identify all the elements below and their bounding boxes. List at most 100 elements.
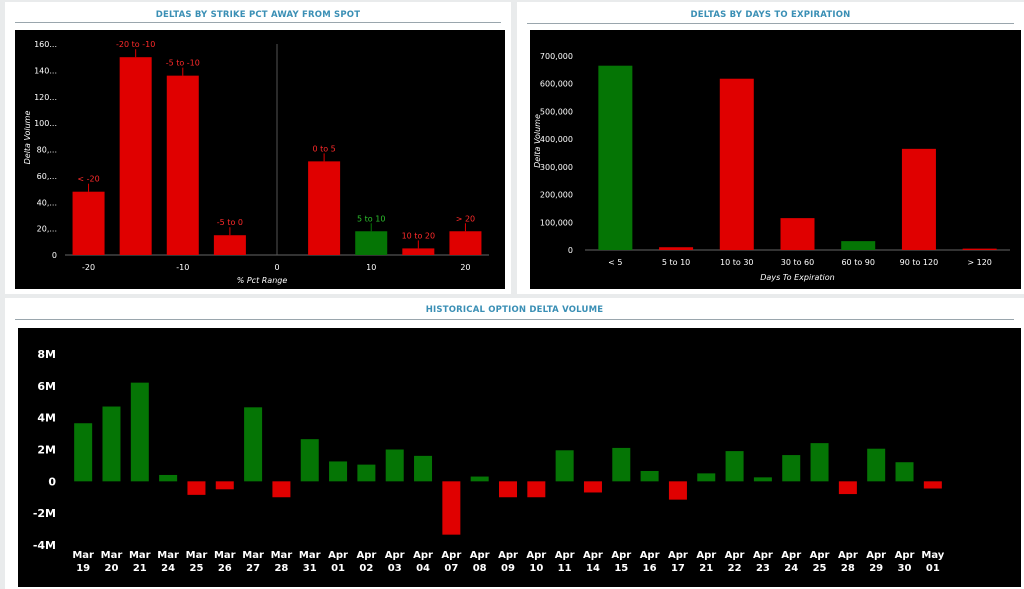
bar xyxy=(867,448,886,482)
title-rule xyxy=(527,23,1014,24)
x-tick-label: -20 xyxy=(82,263,95,272)
x-tick-day: 01 xyxy=(926,563,940,574)
x-tick-label: 90 to 120 xyxy=(900,258,939,267)
bar xyxy=(102,406,121,482)
bar xyxy=(470,476,489,482)
x-tick-label: 0 xyxy=(274,263,279,272)
x-tick-month: Apr xyxy=(526,550,546,561)
title-rule xyxy=(15,22,501,23)
bar xyxy=(841,241,876,250)
expiry-chart-svg: 0 100,000 200,000 300,000 400,000 500,000 600,… xyxy=(533,52,1010,282)
x-tick-day: 10 xyxy=(529,563,543,574)
bar xyxy=(119,57,152,255)
x-tick-day: 21 xyxy=(699,563,713,574)
bar-data-label: -5 to 0 xyxy=(217,218,243,227)
bar xyxy=(166,75,199,256)
y-tick-label: -2M xyxy=(33,507,56,520)
bar xyxy=(213,235,246,255)
bar xyxy=(753,477,772,482)
y-tick-label: 0 xyxy=(48,475,56,488)
x-tick-month: Apr xyxy=(668,550,688,561)
x-tick-month: Apr xyxy=(810,550,830,561)
y-tick-label: 20,... xyxy=(37,225,57,234)
bar xyxy=(810,443,829,482)
x-tick-day: 19 xyxy=(76,563,90,574)
bar-data-label: > 20 xyxy=(456,214,475,223)
x-tick-month: Apr xyxy=(640,550,660,561)
x-tick-label: 5 to 10 xyxy=(662,258,690,267)
x-tick-month: Mar xyxy=(186,550,208,561)
x-tick-month: Mar xyxy=(214,550,236,561)
x-tick-month: Apr xyxy=(498,550,518,561)
bar xyxy=(442,481,461,535)
bar-data-label: 5 to 10 xyxy=(357,214,385,223)
y-tick-label: 80,... xyxy=(37,146,57,155)
x-tick-day: 27 xyxy=(246,563,260,574)
x-tick-day: 02 xyxy=(359,563,373,574)
panel-title-strike: DELTAS BY STRIKE PCT AWAY FROM SPOT xyxy=(155,10,361,20)
x-tick-day: 25 xyxy=(189,563,203,574)
y-tick-label: 100,000 xyxy=(540,218,573,227)
bar xyxy=(555,450,574,482)
bar xyxy=(72,191,105,255)
bar xyxy=(527,481,546,498)
bar xyxy=(355,231,388,255)
x-tick-month: Mar xyxy=(72,550,94,561)
bar xyxy=(838,481,857,495)
bar xyxy=(402,248,435,255)
expiry-chart: 0 100,000 200,000 300,000 400,000 500,000 600,… xyxy=(530,30,1021,289)
x-tick-month: Apr xyxy=(328,550,348,561)
bar xyxy=(159,474,178,482)
x-tick-day: 24 xyxy=(161,563,175,574)
y-tick-label: 4M xyxy=(37,412,56,425)
x-tick-label: 20 xyxy=(460,263,470,272)
panel-title-expiry: DELTAS BY DAYS TO EXPIRATION xyxy=(690,10,851,20)
x-tick-day: 17 xyxy=(671,563,685,574)
x-tick-day: 01 xyxy=(331,563,345,574)
bar-data-label: -5 to -10 xyxy=(166,59,200,68)
bar xyxy=(215,481,234,490)
x-tick-month: Apr xyxy=(356,550,376,561)
x-tick-day: 26 xyxy=(218,563,232,574)
x-tick-day: 09 xyxy=(501,563,515,574)
bar xyxy=(598,65,633,250)
bar xyxy=(499,481,517,498)
bar xyxy=(697,473,716,482)
x-tick-label: < 5 xyxy=(608,258,622,267)
x-tick-month: Mar xyxy=(101,550,123,561)
strike-chart-svg: 0 20,... 40,... 60,... 80,... 100... 120... 140… xyxy=(23,40,489,285)
x-tick-month: Apr xyxy=(583,550,603,561)
bar xyxy=(329,461,348,482)
bar-data-label: < -20 xyxy=(77,175,99,184)
x-tick-label: > 120 xyxy=(967,258,992,267)
x-tick-month: Apr xyxy=(753,550,773,561)
x-tick-day: 24 xyxy=(784,563,798,574)
y-axis-label: Delta Volume xyxy=(23,111,32,165)
bar xyxy=(659,247,694,250)
y-tick-label: 60,... xyxy=(37,172,57,181)
y-tick-label: 0 xyxy=(568,246,573,255)
x-tick-month: Mar xyxy=(299,550,321,561)
x-tick-day: 08 xyxy=(473,563,487,574)
x-tick-month: May xyxy=(921,550,944,561)
bar xyxy=(449,231,482,255)
bar xyxy=(74,423,93,482)
x-tick-month: Apr xyxy=(781,550,801,561)
x-tick-day: 15 xyxy=(614,563,628,574)
bar-data-label: -20 to -10 xyxy=(116,40,155,49)
bar xyxy=(962,248,997,250)
bar xyxy=(612,447,631,482)
x-tick-label: 10 xyxy=(366,263,376,272)
x-tick-month: Apr xyxy=(555,550,575,561)
x-tick-day: 31 xyxy=(303,563,317,574)
panel-title-history: HISTORICAL OPTION DELTA VOLUME xyxy=(425,305,604,315)
expiry-panel: DELTAS BY DAYS TO EXPIRATION 0 100,000 200… xyxy=(517,2,1024,294)
x-tick-day: 04 xyxy=(416,563,430,574)
bar xyxy=(668,481,687,500)
x-tick-month: Apr xyxy=(611,550,631,561)
x-tick-day: 21 xyxy=(133,563,147,574)
y-tick-label: 8M xyxy=(37,348,56,361)
bar xyxy=(782,455,801,482)
x-tick-month: Mar xyxy=(242,550,264,561)
y-tick-label: 40,... xyxy=(37,198,57,207)
